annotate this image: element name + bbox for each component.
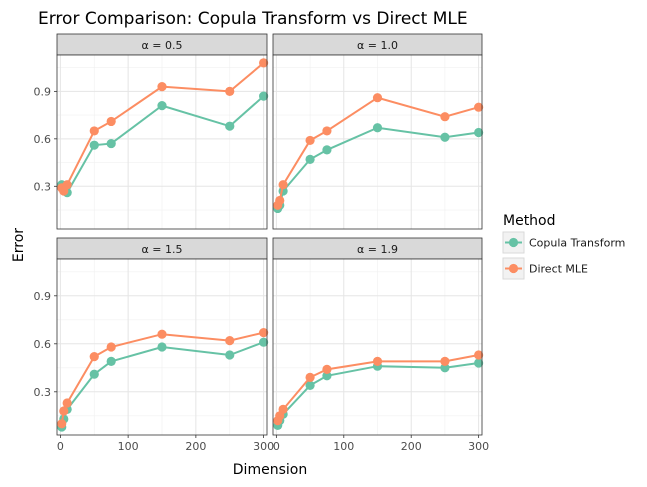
facet-strip-label: α = 1.9	[357, 243, 398, 256]
y-tick-label: 0.6	[34, 133, 52, 146]
data-point	[474, 350, 484, 360]
legend-key-point	[508, 237, 519, 248]
facet-strip-label: α = 1.5	[142, 243, 183, 256]
data-point	[62, 398, 72, 408]
data-point	[474, 358, 484, 368]
facet-panels: α = 0.5 0.3 0.6 0.9 α = 1.0 α = 1.5 0.3 0.6 0.9 0…	[34, 33, 489, 453]
data-point	[440, 363, 450, 373]
data-point	[57, 419, 67, 429]
data-point	[59, 406, 69, 416]
panel-border	[272, 54, 483, 230]
y-axis-title: Error	[11, 228, 27, 262]
facet-panel: α = 1.5 0.3 0.6 0.9 0 100 200 300	[34, 237, 274, 453]
x-tick-label: 0	[57, 440, 64, 453]
data-point	[305, 372, 315, 382]
facet-panel: α = 1.9 0 100 200 300	[272, 237, 489, 453]
data-point	[322, 145, 332, 155]
data-point	[157, 329, 167, 339]
data-point	[225, 336, 235, 346]
data-point	[305, 135, 315, 146]
legend-item: Direct MLE	[502, 257, 588, 280]
y-tick-label: 0.9	[34, 290, 52, 303]
data-point	[259, 337, 269, 347]
y-tick-label: 0.6	[34, 338, 52, 351]
x-axis-title: Dimension	[233, 462, 307, 478]
data-point	[305, 154, 315, 164]
data-point	[62, 180, 72, 190]
data-point	[89, 352, 99, 362]
data-point	[157, 342, 167, 352]
data-point	[259, 91, 269, 101]
data-point	[322, 371, 332, 381]
x-tick-label: 100	[333, 440, 354, 453]
data-point	[275, 195, 285, 206]
data-point	[372, 93, 383, 103]
y-tick-label: 0.3	[34, 180, 52, 193]
data-point	[259, 58, 269, 68]
data-point	[89, 369, 99, 379]
y-tick-label: 0.3	[34, 386, 52, 399]
data-point	[157, 101, 167, 111]
data-point	[106, 138, 116, 149]
facet-strip-label: α = 1.0	[357, 39, 398, 52]
legend: Method Copula Transform Direct MLE	[502, 213, 625, 280]
data-point	[157, 82, 167, 92]
x-tick-label: 200	[401, 440, 422, 453]
data-point	[372, 356, 383, 366]
data-point	[474, 102, 484, 112]
data-point	[474, 127, 484, 138]
facet-panel: α = 0.5 0.3 0.6 0.9	[34, 33, 269, 230]
data-point	[278, 404, 288, 414]
data-point	[440, 356, 450, 366]
y-tick-label: 0.9	[34, 85, 52, 98]
data-point	[440, 112, 450, 122]
legend-key-point	[508, 263, 519, 274]
data-point	[322, 364, 332, 374]
legend-title: Method	[503, 213, 556, 229]
data-point	[106, 342, 116, 352]
panel-border	[56, 54, 268, 230]
facet-panel: α = 1.0	[272, 33, 484, 230]
legend-label: Direct MLE	[529, 263, 588, 276]
data-point	[322, 126, 332, 136]
data-point	[225, 350, 235, 360]
data-point	[89, 140, 99, 150]
data-point	[278, 180, 288, 190]
data-point	[440, 132, 450, 142]
data-point	[89, 126, 99, 136]
x-tick-label: 200	[185, 440, 206, 453]
x-tick-label: 100	[118, 440, 139, 453]
x-tick-label: 300	[253, 440, 274, 453]
data-point	[225, 86, 235, 96]
chart-title: Error Comparison: Copula Transform vs Di…	[38, 9, 468, 29]
data-point	[106, 116, 116, 127]
panel-border	[272, 258, 483, 436]
data-point	[106, 356, 116, 366]
data-point	[259, 328, 269, 338]
legend-label: Copula Transform	[529, 237, 625, 250]
legend-item: Copula Transform	[502, 231, 625, 254]
x-tick-label: 300	[468, 440, 489, 453]
panel-border	[56, 258, 268, 436]
data-point	[225, 121, 235, 131]
data-point	[372, 123, 383, 133]
x-tick-label: 0	[273, 440, 280, 453]
data-point	[305, 380, 315, 390]
facet-strip-label: α = 0.5	[142, 39, 183, 52]
